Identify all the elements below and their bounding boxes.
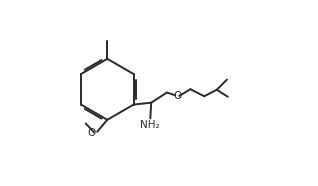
- Text: O: O: [87, 128, 96, 138]
- Text: O: O: [173, 91, 181, 101]
- Text: NH₂: NH₂: [141, 120, 160, 130]
